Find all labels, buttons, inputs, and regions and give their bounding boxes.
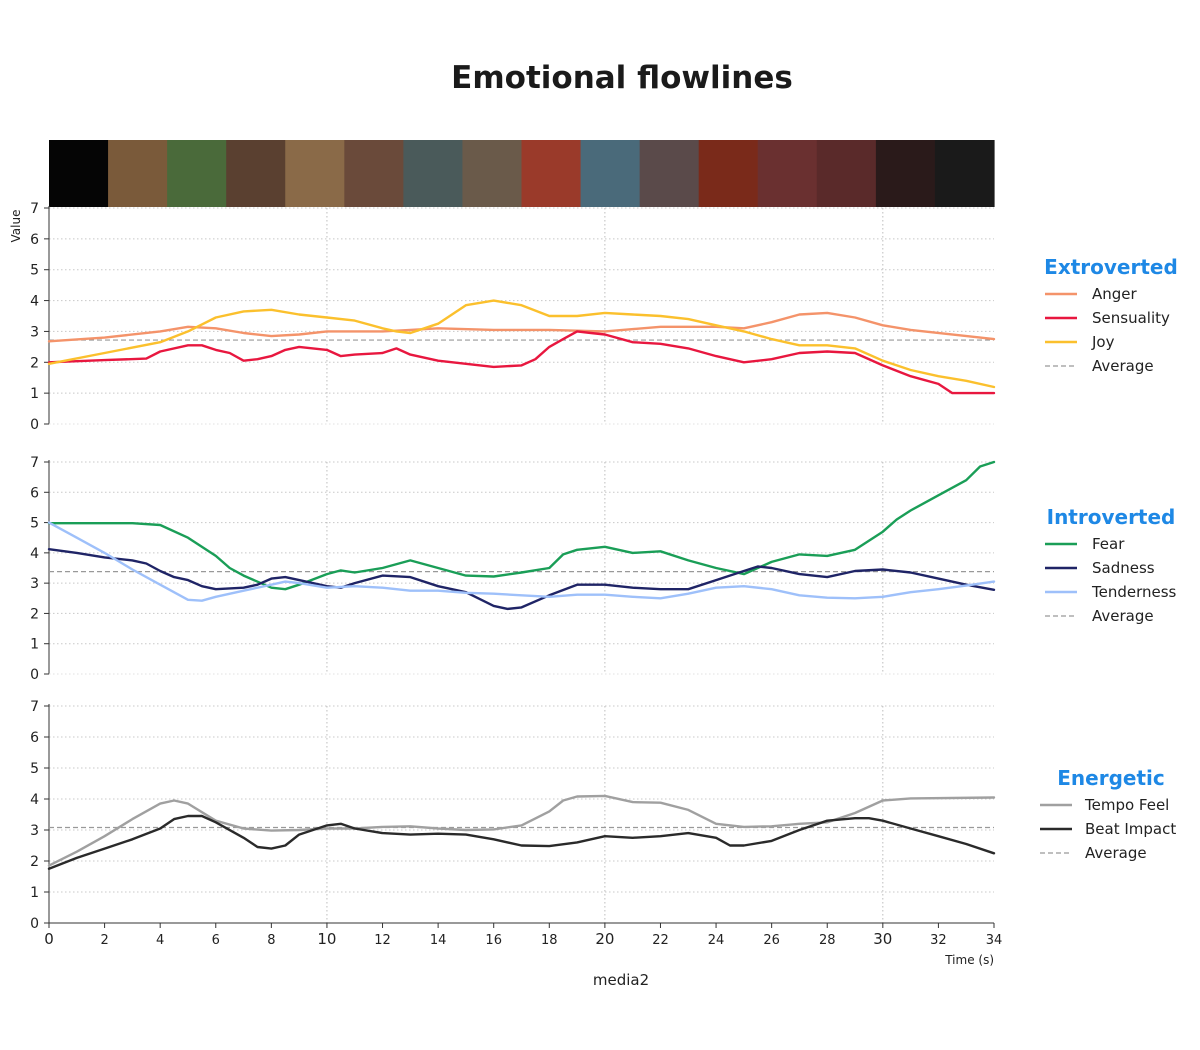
series-line-anger <box>47 311 996 343</box>
y-tick-label: 6 <box>30 232 39 248</box>
legend-label: Tempo Feel <box>1084 796 1169 814</box>
x-tick-label: 16 <box>485 933 502 948</box>
x-tick-label: 28 <box>819 933 836 948</box>
thumbnail-frame <box>875 140 936 207</box>
y-tick-label: 1 <box>30 637 39 653</box>
y-axis-label: Value <box>9 210 23 243</box>
energetic-panel: 0 1 2 3 4 5 6 7 Energetic Tempo Feel Beat Impact Av… <box>30 699 1176 932</box>
y-tick-label: 2 <box>30 355 39 371</box>
y-tick-label: 6 <box>30 730 39 746</box>
x-tick-label: 0 <box>44 930 54 948</box>
extroverted-panel: 0 1 2 3 4 5 6 7 Extroverted Anger Sensuality Joy Ave… <box>30 201 1178 433</box>
series-line-joy <box>47 299 996 389</box>
y-tick-label: 5 <box>30 516 39 532</box>
thumbnail-frame <box>934 140 995 207</box>
y-tick-label: 5 <box>30 761 39 777</box>
series-line-fear <box>47 460 996 591</box>
x-tick-label: 6 <box>212 933 220 948</box>
thumbnail-frame <box>698 140 759 207</box>
x-tick-label: 24 <box>708 933 725 948</box>
legend-group-title: Introverted <box>1047 505 1176 529</box>
y-tick-label: 1 <box>30 386 39 402</box>
x-axis-time-label: Time (s) <box>944 953 994 967</box>
legend-label: Sensuality <box>1092 309 1170 327</box>
thumbnail-frame <box>639 140 700 207</box>
x-axis: 0 2 4 6 8 10 12 14 16 18 20 22 24 26 28 30 32 34 <box>44 922 1003 948</box>
y-tick-label: 6 <box>30 485 39 501</box>
x-tick-label: 20 <box>595 930 614 948</box>
y-tick-label: 4 <box>30 546 39 562</box>
thumbnail-frame <box>108 140 168 207</box>
x-tick-label: 22 <box>652 933 669 948</box>
legend-group-title: Extroverted <box>1044 255 1178 279</box>
legend-label: Joy <box>1091 333 1115 351</box>
legend-label: Tenderness <box>1091 583 1177 601</box>
thumbnail-frame <box>49 140 109 207</box>
thumbnail-frame <box>285 140 345 207</box>
legend-label: Fear <box>1092 535 1125 553</box>
series-line-tempo-feel <box>47 794 996 867</box>
introverted-panel: 0 1 2 3 4 5 6 7 Introverted Fear Sadness Tenderness… <box>30 455 1176 683</box>
y-tick-label: 2 <box>30 606 39 622</box>
y-tick-label: 7 <box>30 201 39 217</box>
x-tick-label: 4 <box>156 933 164 948</box>
legend-label: Sadness <box>1092 559 1155 577</box>
thumbnail-frame <box>167 140 227 207</box>
x-axis-media-label: media2 <box>593 971 649 989</box>
y-tick-label: 7 <box>30 455 39 471</box>
y-tick-label: 1 <box>30 885 39 901</box>
thumbnail-frame <box>462 140 523 207</box>
series-line-sensuality <box>47 330 996 395</box>
series-line-tenderness <box>47 521 996 602</box>
thumbnail-frame <box>580 140 641 207</box>
y-tick-label: 0 <box>30 667 39 683</box>
y-tick-label: 4 <box>30 294 39 310</box>
x-tick-label: 30 <box>873 930 892 948</box>
x-tick-label: 8 <box>267 933 275 948</box>
legend-label: Anger <box>1092 285 1138 303</box>
y-tick-label: 3 <box>30 576 39 592</box>
y-tick-label: 5 <box>30 263 39 279</box>
y-tick-label: 2 <box>30 854 39 870</box>
thumbnail-frame <box>757 140 818 207</box>
y-tick-label: 7 <box>30 699 39 715</box>
x-tick-label: 2 <box>100 933 108 948</box>
x-tick-label: 26 <box>763 933 780 948</box>
y-tick-label: 4 <box>30 792 39 808</box>
chart-title: Emotional flowlines <box>451 60 793 96</box>
x-tick-label: 32 <box>930 933 947 948</box>
legend-label: Average <box>1085 844 1147 862</box>
legend-group-title: Energetic <box>1057 766 1164 790</box>
legend-label: Average <box>1092 357 1154 375</box>
series-line-beat-impact <box>47 814 996 870</box>
thumbnail-frame <box>521 140 582 207</box>
x-tick-label: 34 <box>986 933 1003 948</box>
thumbnail-strip <box>49 140 995 207</box>
legend-label: Average <box>1092 607 1154 625</box>
y-tick-label: 3 <box>30 823 39 839</box>
x-tick-label: 14 <box>430 933 447 948</box>
thumbnail-frame <box>226 140 286 207</box>
x-tick-label: 18 <box>541 933 558 948</box>
x-tick-label: 10 <box>317 930 336 948</box>
thumbnail-frame <box>403 140 464 207</box>
thumbnail-frame <box>816 140 877 207</box>
x-tick-label: 12 <box>374 933 391 948</box>
thumbnail-frame <box>344 140 404 207</box>
legend-label: Beat Impact <box>1085 820 1176 838</box>
y-tick-label: 3 <box>30 324 39 340</box>
y-tick-label: 0 <box>30 417 39 433</box>
y-tick-label: 0 <box>30 916 39 932</box>
